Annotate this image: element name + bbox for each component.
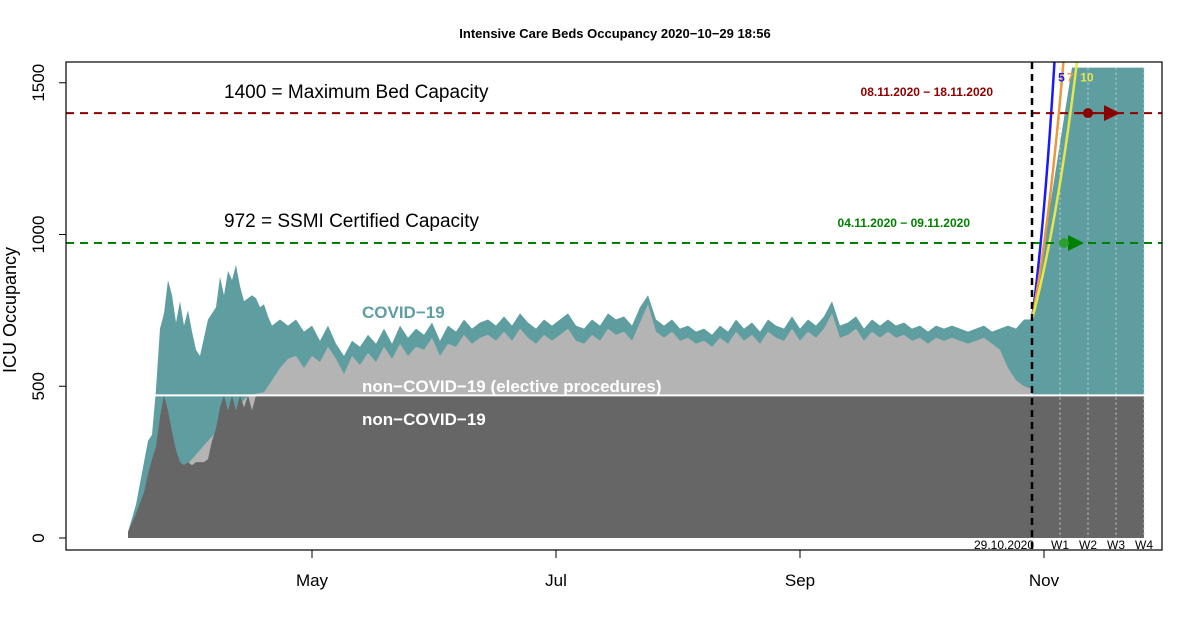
- max-capacity-range-label: 08.11.2020 − 18.11.2020: [861, 85, 994, 99]
- scenario-label-7: 7: [1067, 71, 1074, 85]
- elective-band-label: non−COVID−19 (elective procedures): [362, 377, 662, 396]
- ssmi-capacity-label: 972 = SSMI Certified Capacity: [224, 211, 480, 232]
- today-date-label: 29.10.2020: [974, 538, 1034, 552]
- plot-frame: [65, 61, 1163, 551]
- max-capacity-date-point: [1083, 108, 1093, 119]
- y-tick-label: 1500: [29, 64, 48, 102]
- forecast-curve-10-days: [1030, 62, 1079, 320]
- covid-band-label: COVID−19: [362, 303, 445, 322]
- plot-area: [66, 62, 1145, 538]
- y-tick-label: 0: [29, 533, 48, 542]
- week-label: W4: [1135, 538, 1153, 552]
- non-covid-band-label: non−COVID−19: [362, 410, 486, 429]
- week-gridlines: [1059, 67, 1145, 538]
- forecast-non-covid-area: [1032, 395, 1144, 538]
- ssmi-capacity-range-label: 04.11.2020 − 09.11.2020: [838, 216, 971, 230]
- x-tick-label: Sep: [785, 571, 815, 590]
- ssmi-capacity-date-point: [1059, 237, 1069, 248]
- y-axis: 0 500 1000 1500: [29, 64, 67, 543]
- forecast-curve-5-days: [1030, 62, 1056, 320]
- week-label: W1: [1051, 538, 1069, 552]
- forecast-curve-7-days: [1030, 62, 1065, 320]
- scenario-label-10: 10: [1080, 71, 1094, 85]
- max-capacity-label: 1400 = Maximum Bed Capacity: [224, 82, 489, 103]
- y-tick-label: 1000: [29, 216, 48, 254]
- y-tick-label: 500: [29, 372, 48, 400]
- week-label: W2: [1079, 538, 1097, 552]
- x-tick-label: Nov: [1029, 571, 1060, 590]
- x-tick-label: May: [296, 571, 329, 590]
- week-labels: W1 W2 W3 W4: [1051, 538, 1153, 552]
- x-tick-label: Jul: [545, 571, 567, 590]
- week-label: W3: [1107, 538, 1125, 552]
- chart-title: Intensive Care Beds Occupancy 2020−10−29…: [459, 26, 770, 41]
- x-axis: May Jul Sep Nov: [296, 549, 1060, 590]
- y-axis-label: ICU Occupancy: [0, 247, 20, 373]
- scenario-label-5: 5: [1058, 71, 1065, 85]
- non-covid-area: [128, 395, 1032, 538]
